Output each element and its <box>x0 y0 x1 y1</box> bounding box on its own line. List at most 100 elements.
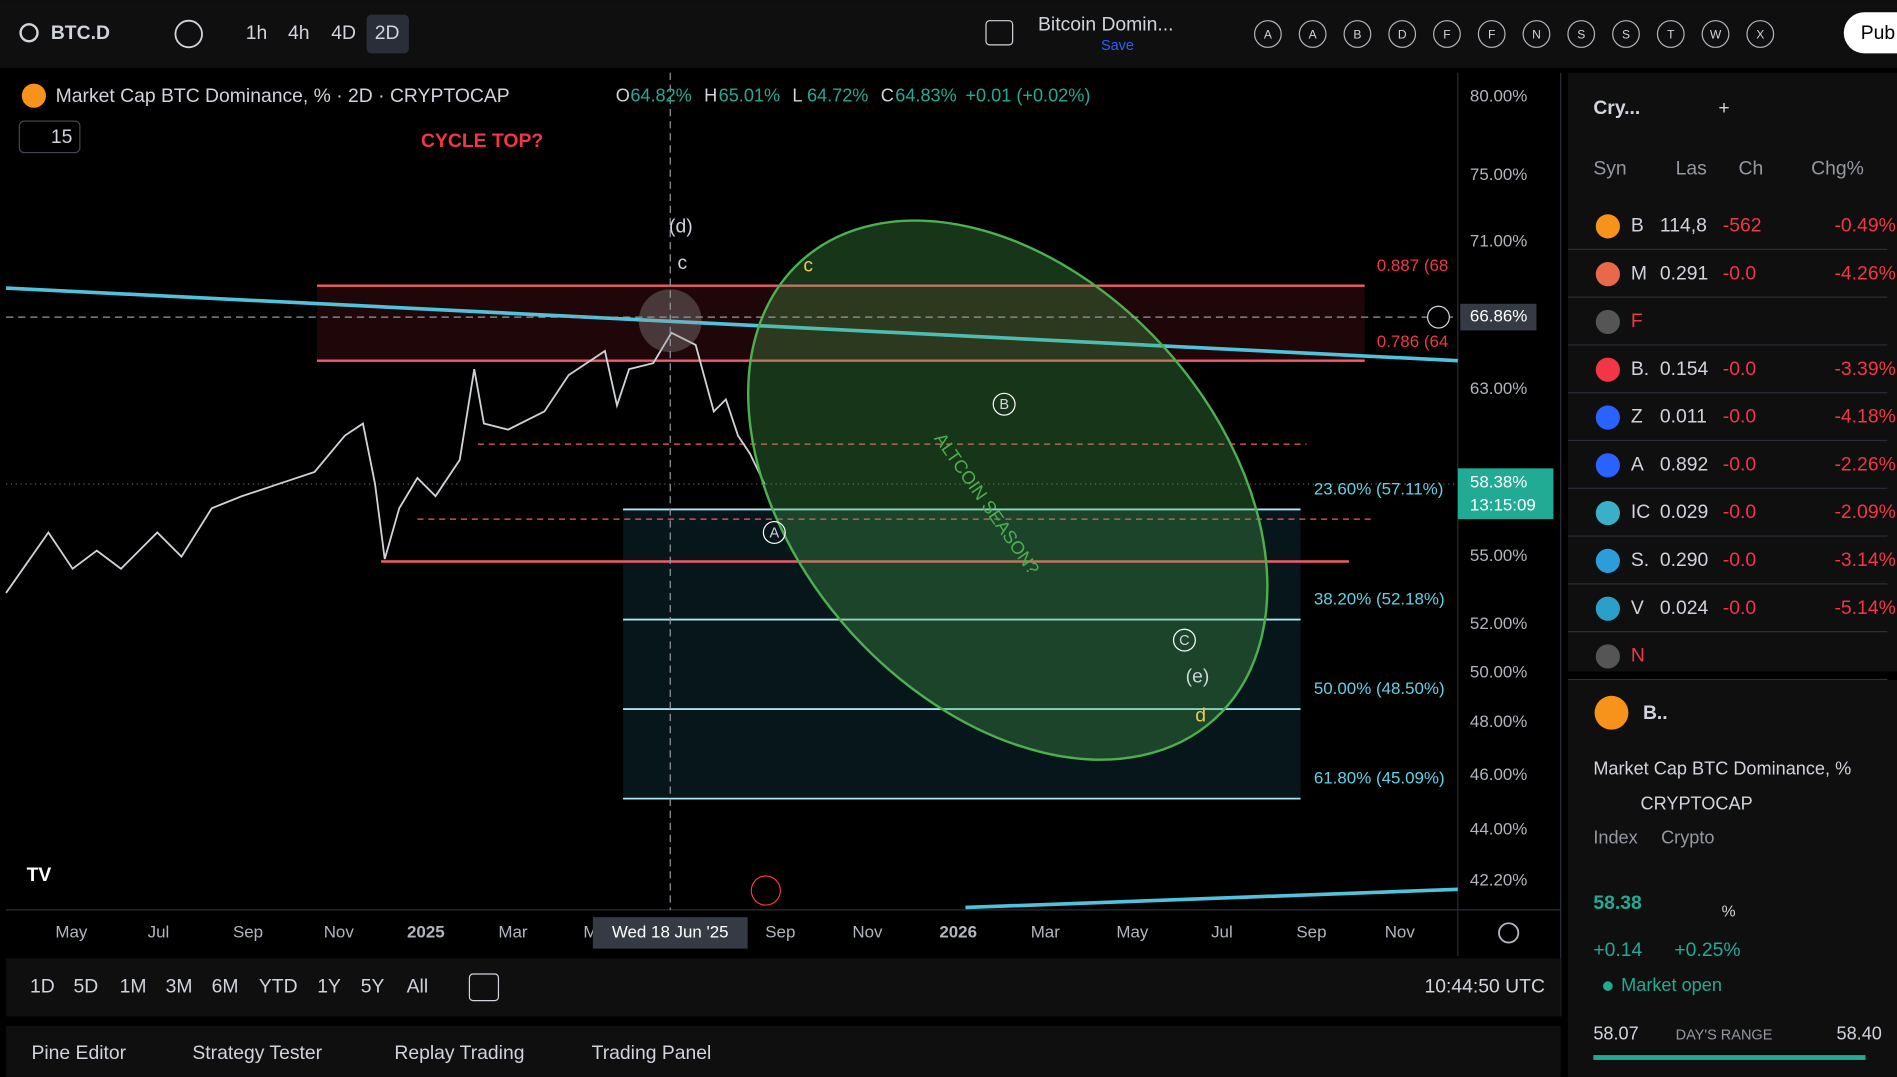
row-cell[interactable]: Z <box>1631 406 1643 428</box>
bottom-tab[interactable]: Trading Panel <box>592 1042 712 1064</box>
row-cell[interactable]: -0.0 <box>1723 262 1756 284</box>
row-cell[interactable]: 0.011 <box>1660 406 1707 428</box>
letter[interactable]: T <box>1667 27 1675 41</box>
row-cell[interactable]: -0.49% <box>1834 214 1895 236</box>
row-cell[interactable]: -2.09% <box>1834 501 1895 523</box>
letter-button[interactable] <box>1388 20 1417 48</box>
range-button[interactable]: 5Y <box>361 975 385 997</box>
row-cell[interactable]: V <box>1631 597 1644 619</box>
publish[interactable]: Pub <box>1861 22 1895 44</box>
range-button[interactable]: All <box>407 975 429 997</box>
letter-button[interactable] <box>1298 20 1327 48</box>
row-cell[interactable]: -0.0 <box>1723 453 1756 475</box>
bottom-tab[interactable]: Strategy Tester <box>192 1042 322 1064</box>
row-cell[interactable]: -4.18% <box>1834 406 1895 428</box>
settings-icon[interactable] <box>1498 922 1520 944</box>
row-cell[interactable]: -5.14% <box>1834 597 1895 619</box>
wave-circle <box>1172 628 1196 652</box>
letter[interactable]: F <box>1488 27 1495 41</box>
range-label: DAY'S RANGE <box>1676 1028 1773 1044</box>
interval[interactable]: 1h <box>246 22 268 44</box>
date-range-icon[interactable] <box>468 973 500 1002</box>
bottom-tab[interactable]: Pine Editor <box>31 1042 126 1064</box>
letter-button[interactable] <box>1522 20 1551 48</box>
row-cell[interactable]: 0.024 <box>1660 597 1709 619</box>
add-alert[interactable] <box>1426 305 1450 329</box>
row-cell[interactable]: A <box>1631 453 1644 475</box>
letter[interactable]: A <box>1264 27 1273 41</box>
row-cell[interactable]: 114,8 <box>1660 214 1707 236</box>
row-cell[interactable]: IC <box>1631 501 1650 523</box>
row-cell[interactable]: -0.0 <box>1723 358 1756 380</box>
details-exchange[interactable]: CRYPTOCAP <box>1641 793 1753 813</box>
letter-button[interactable] <box>1343 20 1372 48</box>
details-status: Market open <box>1621 975 1722 995</box>
row-cell[interactable]: -0.0 <box>1723 501 1756 523</box>
rect-icon[interactable] <box>985 20 1014 46</box>
row-cell[interactable]: 0.892 <box>1660 453 1708 475</box>
bottom-tab[interactable]: Replay Trading <box>394 1042 524 1064</box>
interval[interactable]: 4h <box>288 22 310 44</box>
lightning-icon[interactable] <box>750 875 781 906</box>
row-icon <box>1595 405 1620 430</box>
watchlist-title[interactable]: Cry... <box>1593 97 1640 119</box>
letter[interactable]: A <box>1309 27 1318 41</box>
interval[interactable]: 2D <box>375 22 400 44</box>
annotation: CYCLE TOP? <box>421 130 543 152</box>
row-cell[interactable]: -0.0 <box>1723 406 1756 428</box>
row-cell[interactable]: -0.0 <box>1723 549 1756 571</box>
crosshair-date-box <box>592 917 748 949</box>
row-cell[interactable]: N <box>1631 645 1645 667</box>
row-cell[interactable]: -4.26% <box>1834 262 1895 284</box>
letter-button[interactable] <box>1701 20 1730 48</box>
letter[interactable]: S <box>1622 27 1630 41</box>
row-cell[interactable]: -2.26% <box>1834 453 1895 475</box>
letter[interactable]: D <box>1398 27 1407 41</box>
interval-active[interactable] <box>366 14 409 54</box>
letter[interactable]: S <box>1577 27 1585 41</box>
publish-button[interactable] <box>1843 12 1897 54</box>
add-button[interactable]: + <box>1718 97 1729 119</box>
range-button[interactable]: 3M <box>166 975 193 997</box>
indicator-toggle[interactable] <box>18 120 81 154</box>
letter-button[interactable] <box>1612 20 1640 48</box>
range-button[interactable]: YTD <box>259 975 298 997</box>
indicator-count[interactable]: 15 <box>51 126 73 148</box>
letter[interactable]: X <box>1756 27 1764 41</box>
range-button[interactable]: 1M <box>120 975 147 997</box>
range-button[interactable]: 5D <box>74 975 99 997</box>
row-cell[interactable]: S. <box>1631 549 1649 571</box>
letter[interactable]: W <box>1710 27 1722 41</box>
row-cell[interactable]: M <box>1631 262 1647 284</box>
letter[interactable]: F <box>1443 27 1450 41</box>
letter[interactable]: B <box>1353 27 1361 41</box>
letter-button[interactable] <box>1477 20 1506 48</box>
details-price: 58.38 <box>1593 892 1642 914</box>
letter-button[interactable] <box>1656 20 1685 48</box>
row-cell[interactable]: 0.029 <box>1660 501 1708 523</box>
row-cell[interactable]: F <box>1631 310 1643 332</box>
row-cell[interactable]: -3.14% <box>1834 549 1895 571</box>
layout-title[interactable]: Bitcoin Domin... <box>1038 14 1173 36</box>
search-icon[interactable] <box>19 23 39 43</box>
range-button[interactable]: 1D <box>30 975 55 997</box>
row-cell[interactable]: 0.290 <box>1660 549 1708 571</box>
row-cell[interactable]: -562 <box>1723 214 1762 236</box>
row-cell[interactable]: 0.291 <box>1660 262 1708 284</box>
save[interactable]: Save <box>1101 38 1134 54</box>
row-cell[interactable]: -3.39% <box>1834 358 1895 380</box>
range-button[interactable]: 1Y <box>317 975 341 997</box>
row-cell[interactable]: B. <box>1631 358 1649 380</box>
symbol[interactable]: BTC.D <box>51 22 110 44</box>
row-cell[interactable]: 0.154 <box>1660 358 1709 380</box>
letter-button[interactable] <box>1253 20 1282 48</box>
letter-button[interactable] <box>1567 20 1596 48</box>
letter-button[interactable] <box>1746 20 1775 48</box>
letter[interactable]: N <box>1532 27 1541 41</box>
range-button[interactable]: 6M <box>212 975 239 997</box>
interval[interactable]: 4D <box>331 22 356 44</box>
add-symbol[interactable] <box>174 19 203 49</box>
row-cell[interactable]: -0.0 <box>1723 597 1756 619</box>
letter-button[interactable] <box>1433 20 1461 48</box>
row-cell[interactable]: B <box>1631 214 1644 236</box>
